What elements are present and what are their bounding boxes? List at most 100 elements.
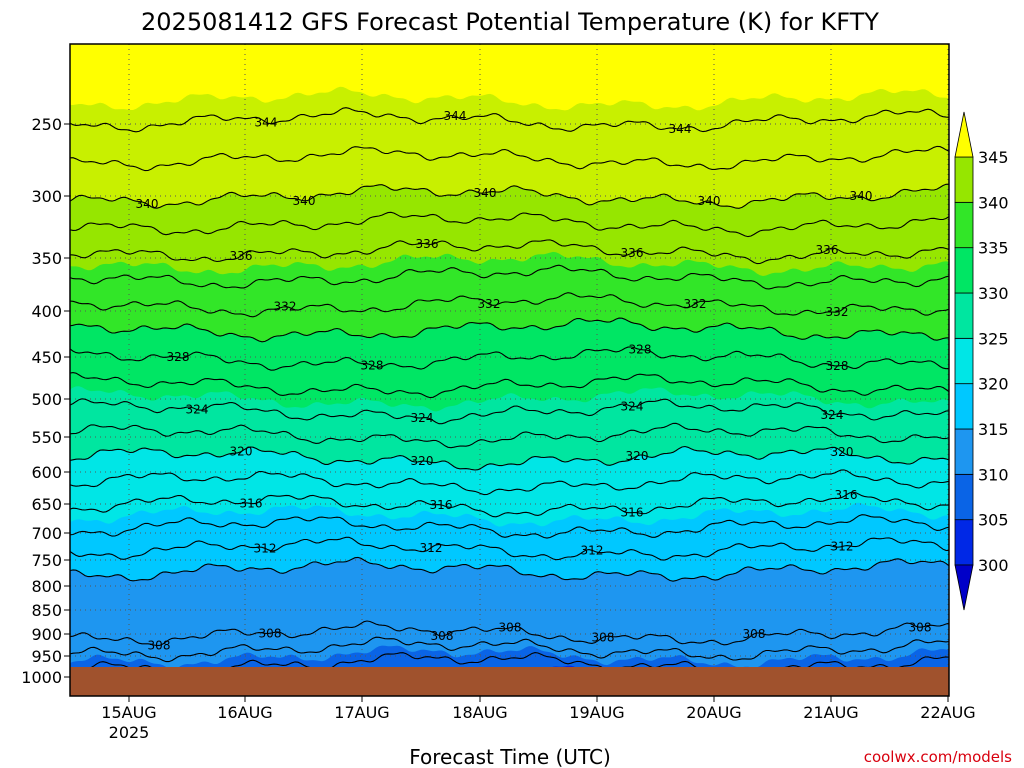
contour-342 [70, 145, 949, 172]
ground-surface [70, 667, 949, 696]
colorbar-segment [954, 201, 974, 249]
y-tick-label: 550 [31, 428, 62, 447]
x-tick-label: 15AUG [101, 703, 156, 722]
contour-label: 316 [430, 498, 453, 512]
chart-title: 2025081412 GFS Forecast Potential Temper… [141, 8, 879, 36]
contour-label: 328 [826, 359, 849, 373]
contour-318 [70, 469, 949, 496]
y-tick-label: 750 [31, 551, 62, 570]
colorbar-label: 340 [978, 193, 1009, 212]
contour-label: 324 [186, 403, 209, 417]
contour-322 [70, 422, 949, 449]
colorbar-segment [954, 337, 974, 385]
contour-label: 332 [478, 297, 501, 311]
contour-label: 328 [361, 358, 384, 372]
colorbar-segment [954, 473, 974, 521]
contour-label: 320 [411, 454, 434, 468]
contour-label: 308 [743, 627, 766, 641]
contour-label: 312 [581, 543, 604, 557]
contour-label: 320 [626, 449, 649, 463]
contour-label: 324 [821, 408, 844, 422]
contour-label: 308 [259, 626, 282, 640]
contour-320 [70, 445, 949, 471]
x-tick-label: 20AUG [686, 703, 741, 722]
colorbar-segment [954, 383, 974, 430]
colorbar-label: 320 [978, 375, 1009, 394]
contour-334 [70, 264, 949, 290]
colorbar-label: 330 [978, 284, 1009, 303]
x-tick-label: 22AUG [920, 703, 975, 722]
contour-336 [70, 239, 949, 265]
y-tick-label: 850 [31, 601, 62, 620]
contour-312 [70, 536, 949, 561]
contour-label: 328 [629, 342, 652, 356]
y-tick-label: 1000 [21, 668, 62, 687]
contour-label: 320 [230, 445, 253, 459]
contour-label: 332 [826, 305, 849, 319]
colorbar: 300 305 310 315 320 325 330 335 340 345 [954, 111, 1009, 611]
x-axis-label: Forecast Time (UTC) [409, 745, 611, 768]
contour-330 [70, 317, 949, 343]
colorbar-label: 300 [978, 556, 1009, 575]
colorbar-max-arrow [954, 111, 974, 158]
contour-label: 308 [431, 629, 454, 643]
contour-label: 316 [835, 488, 858, 502]
x-tick-label: 18AUG [452, 703, 507, 722]
contour-label: 336 [230, 249, 253, 263]
x-axis-year: 2025 [109, 723, 150, 742]
x-tick-label: 16AUG [217, 703, 272, 722]
colorbar-segment [954, 519, 974, 566]
contour-label: 308 [909, 620, 932, 634]
contour-label: 340 [136, 197, 159, 211]
y-tick-label: 400 [31, 302, 62, 321]
colorbar-min-arrow [954, 564, 974, 611]
contour-338 [70, 211, 949, 238]
y-tick-label: 950 [31, 647, 62, 666]
contour-label: 340 [850, 189, 873, 203]
contour-label: 336 [816, 243, 839, 257]
y-tick-label: 350 [31, 249, 62, 268]
contour-label: 312 [831, 540, 854, 554]
colorbar-label: 315 [978, 420, 1009, 439]
contour-label: 344 [669, 122, 692, 136]
y-tick-label: 250 [31, 115, 62, 134]
contour-label: 324 [411, 411, 434, 425]
y-tick-label: 450 [31, 348, 62, 367]
contour-332 [70, 292, 949, 318]
contour-label: 328 [167, 350, 190, 364]
colorbar-label: 325 [978, 329, 1009, 348]
colorbar-label: 310 [978, 465, 1009, 484]
contour-label: 316 [240, 497, 263, 511]
contour-328 [70, 346, 949, 371]
y-tick-label: 600 [31, 463, 62, 482]
contour-label: 320 [831, 445, 854, 459]
contour-label: 340 [474, 186, 497, 200]
plot-frame [69, 43, 950, 697]
x-axis: 15AUG 16AUG 17AUG 18AUG 19AUG 20AUG 21AUG 22AUG [101, 696, 976, 722]
contour-326 [70, 372, 949, 399]
y-tick-label: 800 [31, 577, 62, 596]
y-tick-label: 300 [31, 187, 62, 206]
colorbar-label: 335 [978, 239, 1009, 258]
y-tick-label: 900 [31, 625, 62, 644]
y-tick-label: 500 [31, 390, 62, 409]
contour-label: 336 [621, 246, 644, 260]
y-axis: 250 300 350 400 450 500 550 600 650 700 750 800 850 9… [21, 115, 70, 687]
contour-label: 312 [254, 541, 277, 555]
contour-label: 332 [684, 297, 707, 311]
contour-lines [70, 107, 949, 678]
colorbar-segment [954, 156, 974, 203]
contour-label: 308 [592, 630, 615, 644]
colorbar-segment [954, 428, 974, 475]
y-tick-label: 650 [31, 495, 62, 514]
contour-label: 344 [444, 109, 467, 123]
contour-label: 308 [148, 639, 171, 653]
x-tick-label: 19AUG [569, 703, 624, 722]
contour-label: 344 [255, 115, 278, 129]
contour-310 [70, 556, 949, 582]
contour-344 [70, 107, 949, 133]
contour-label: 324 [621, 400, 644, 414]
colorbar-segment [954, 247, 974, 294]
contour-314 [70, 514, 949, 539]
